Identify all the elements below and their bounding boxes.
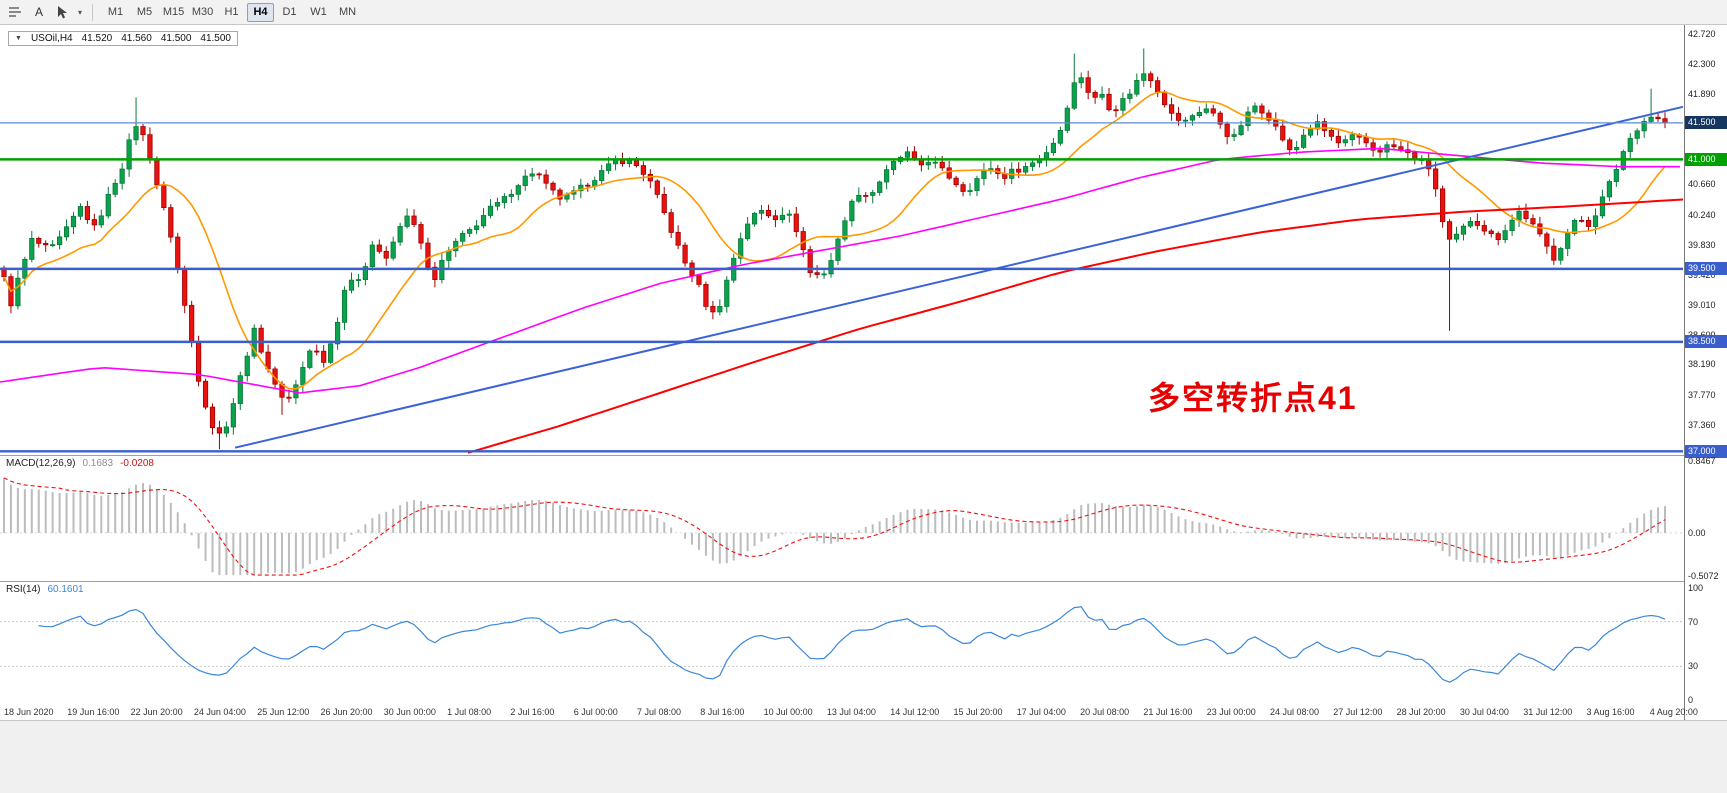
timeframe-button-m1[interactable]: M1 bbox=[102, 3, 129, 22]
chart-region: ▼ USOil,H4 41.520 41.560 41.500 41.500 M… bbox=[0, 25, 1727, 720]
rsi-scale-label: 0 bbox=[1688, 695, 1694, 705]
timeframe-button-h1[interactable]: H1 bbox=[218, 3, 245, 22]
timeframe-button-d1[interactable]: D1 bbox=[276, 3, 303, 22]
timeframe-button-m30[interactable]: M30 bbox=[189, 3, 216, 22]
price-badge-37.000: 37.000 bbox=[1685, 444, 1727, 458]
price-tick: 38.600 bbox=[1688, 330, 1716, 340]
high-value: 41.560 bbox=[121, 33, 152, 44]
rsi-scale-label: 100 bbox=[1688, 583, 1704, 593]
price-badge-41.000: 41.000 bbox=[1685, 152, 1727, 166]
price-tick: 42.720 bbox=[1688, 28, 1716, 39]
price-tick: 40.240 bbox=[1688, 209, 1716, 220]
rsi-label: RSI(14) 60.1601 bbox=[6, 584, 84, 595]
timeframe-button-w1[interactable]: W1 bbox=[305, 3, 332, 22]
rsi-scale-label: 70 bbox=[1688, 616, 1699, 627]
chart-annotation: 多空转折点41 bbox=[1148, 380, 1358, 416]
symbol-name: USOil,H4 bbox=[30, 33, 73, 44]
time-label: 28 Jul 20:00 bbox=[1396, 707, 1446, 717]
price-tick: 39.010 bbox=[1688, 299, 1716, 310]
price-badge-39.500: 39.500 bbox=[1685, 262, 1727, 276]
time-label: 19 Jun 16:00 bbox=[67, 707, 120, 717]
one-click-collapse-icon[interactable]: ▼ bbox=[15, 35, 22, 42]
time-label: 30 Jun 00:00 bbox=[383, 707, 436, 717]
time-label: 3 Aug 16:00 bbox=[1586, 707, 1635, 717]
time-label: 14 Jul 12:00 bbox=[890, 707, 940, 717]
time-label: 31 Jul 12:00 bbox=[1523, 707, 1573, 717]
close-value: 41.500 bbox=[200, 33, 231, 44]
rsi-value: 60.1601 bbox=[47, 584, 84, 595]
time-label: 6 Jul 00:00 bbox=[573, 707, 618, 717]
price-tick: 37.770 bbox=[1688, 390, 1716, 401]
time-label: 13 Jul 04:00 bbox=[826, 707, 876, 717]
timeframe-button-mn[interactable]: MN bbox=[334, 3, 361, 22]
chart-bars-icon[interactable] bbox=[4, 2, 26, 22]
open-value: 41.520 bbox=[81, 33, 113, 44]
time-label: 25 Jun 12:00 bbox=[257, 707, 310, 717]
time-label: 18 Jun 2020 bbox=[4, 707, 54, 717]
toolbar: A ▾ M1 M5 M15 M30 H1 H4 D1 W1 MN bbox=[0, 0, 1727, 25]
macd-label: MACD(12,26,9) 0.1683 -0.0208 bbox=[6, 458, 154, 469]
time-label: 15 Jul 20:00 bbox=[953, 707, 1003, 717]
timeframe-button-h4[interactable]: H4 bbox=[247, 2, 275, 22]
text-tool-button[interactable]: A bbox=[28, 2, 50, 22]
price-tick: 41.890 bbox=[1688, 89, 1716, 100]
timeframe-button-m5[interactable]: M5 bbox=[131, 3, 158, 22]
price-tick: 38.190 bbox=[1688, 359, 1716, 370]
price-tick: 39.830 bbox=[1688, 239, 1716, 250]
time-label: 10 Jul 00:00 bbox=[763, 707, 813, 717]
macd-title-text: MACD(12,26,9) bbox=[6, 458, 76, 469]
price-badge-38.500: 38.500 bbox=[1685, 335, 1727, 349]
main-chart-canvas[interactable] bbox=[0, 25, 1684, 720]
price-tick: 40.660 bbox=[1688, 179, 1716, 190]
panel-separator[interactable] bbox=[0, 455, 1727, 456]
time-label: 4 Aug 20:00 bbox=[1649, 707, 1698, 717]
time-label: 17 Jul 04:00 bbox=[1016, 707, 1066, 717]
symbol-ohlc-label: ▼ USOil,H4 41.520 41.560 41.500 41.500 bbox=[8, 31, 238, 46]
cursor-tool-icon[interactable] bbox=[52, 2, 74, 22]
tools-dropdown-arrow[interactable]: ▾ bbox=[78, 7, 83, 17]
time-label: 2 Jul 16:00 bbox=[510, 707, 555, 717]
rsi-title-text: RSI(14) bbox=[6, 584, 41, 595]
time-label: 27 Jul 12:00 bbox=[1333, 707, 1383, 717]
price-tick: 37.360 bbox=[1688, 420, 1716, 431]
time-label: 8 Jul 16:00 bbox=[700, 707, 745, 717]
time-label: 1 Jul 08:00 bbox=[447, 707, 492, 717]
low-value: 41.500 bbox=[160, 33, 192, 44]
price-tick: 42.300 bbox=[1688, 59, 1716, 70]
time-label: 30 Jul 04:00 bbox=[1459, 707, 1509, 717]
time-label: 26 Jun 20:00 bbox=[320, 707, 373, 717]
macd-scale-label: 0.8467 bbox=[1688, 456, 1716, 466]
cursor-glyph bbox=[58, 5, 67, 18]
bottom-spacer bbox=[0, 720, 1727, 793]
price-axis[interactable]: 42.72042.30041.89040.66040.24039.83039.4… bbox=[1684, 25, 1727, 720]
timeframe-button-m15[interactable]: M15 bbox=[160, 3, 187, 22]
time-label: 24 Jul 08:00 bbox=[1270, 707, 1320, 717]
time-label: 23 Jul 00:00 bbox=[1206, 707, 1256, 717]
chart-bars-glyph bbox=[9, 7, 21, 17]
rsi-scale-label: 30 bbox=[1688, 661, 1699, 672]
time-label: 7 Jul 08:00 bbox=[637, 707, 682, 717]
time-label: 20 Jul 08:00 bbox=[1080, 707, 1130, 717]
time-label: 22 Jun 20:00 bbox=[130, 707, 183, 717]
toolbar-separator bbox=[92, 3, 94, 21]
time-label: 24 Jun 04:00 bbox=[193, 707, 246, 717]
macd-scale-label: -0.5072 bbox=[1688, 571, 1719, 581]
macd-signal-value: -0.0208 bbox=[120, 458, 154, 469]
panel-separator[interactable] bbox=[0, 581, 1727, 582]
timeframe-button-group: M1 M5 M15 M30 H1 H4 D1 W1 MN bbox=[101, 2, 362, 22]
macd-main-value: 0.1683 bbox=[82, 458, 114, 469]
time-axis[interactable]: 18 Jun 2020 19 Jun 16:00 22 Jun 20:00 24 Ju… bbox=[0, 703, 1698, 720]
macd-scale-label: 0.00 bbox=[1688, 527, 1706, 538]
price-badge-41.500: 41.500 bbox=[1685, 116, 1727, 130]
time-label: 21 Jul 16:00 bbox=[1143, 707, 1193, 717]
